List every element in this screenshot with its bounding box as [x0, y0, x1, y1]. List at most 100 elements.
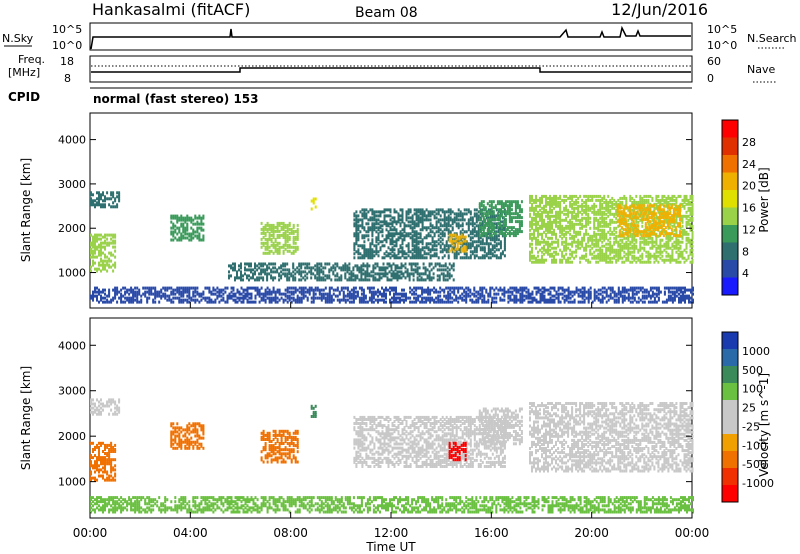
- cell: [359, 224, 362, 228]
- cell: [603, 258, 606, 262]
- cell: [489, 238, 492, 242]
- cell: [447, 246, 450, 250]
- cell: [633, 244, 636, 248]
- cell: [622, 228, 625, 232]
- cell: [485, 240, 488, 244]
- cell: [615, 254, 618, 258]
- cell: [624, 228, 627, 232]
- cell: [258, 288, 261, 292]
- cell: [421, 218, 424, 222]
- cell: [300, 296, 303, 300]
- cell: [150, 288, 153, 292]
- cell: [282, 235, 285, 239]
- cell: [174, 214, 177, 218]
- cell: [679, 260, 682, 264]
- cell: [426, 268, 429, 272]
- cell: [206, 286, 209, 290]
- cell: [286, 233, 289, 237]
- cell: [503, 238, 506, 242]
- cell: [502, 220, 505, 224]
- cell: [655, 248, 658, 252]
- cell: [539, 224, 541, 228]
- cell: [401, 248, 404, 252]
- cell: [445, 244, 448, 248]
- cell: [689, 244, 692, 248]
- cell: [94, 288, 96, 292]
- cell: [280, 264, 283, 268]
- cell: [675, 238, 678, 242]
- cell: [636, 230, 639, 234]
- cell: [242, 290, 245, 294]
- cell: [290, 290, 293, 294]
- cell: [573, 208, 576, 212]
- cell: [110, 205, 113, 209]
- cell: [328, 262, 331, 266]
- cell: [232, 294, 235, 298]
- cell: [262, 264, 265, 268]
- cell: [624, 212, 627, 216]
- cell: [646, 226, 649, 230]
- cell: [413, 232, 416, 236]
- cell: [689, 206, 692, 210]
- cell: [563, 244, 566, 248]
- cell: [198, 214, 201, 218]
- cell: [636, 206, 639, 210]
- cell: [449, 218, 452, 222]
- cell: [664, 226, 667, 230]
- cell: [371, 238, 374, 242]
- cell: [403, 236, 406, 240]
- cell: [338, 292, 341, 296]
- cell: [262, 229, 265, 233]
- cell: [499, 256, 502, 260]
- cell: [328, 274, 331, 278]
- cell: [282, 264, 285, 268]
- cell: [633, 234, 636, 238]
- cell: [236, 270, 238, 274]
- cell: [569, 252, 572, 256]
- cell: [416, 276, 419, 280]
- cell: [673, 240, 676, 244]
- cell: [371, 234, 374, 238]
- cell: [644, 234, 647, 238]
- cell: [659, 250, 662, 254]
- cell: [555, 220, 557, 224]
- cell: [685, 258, 688, 262]
- cell: [593, 238, 596, 242]
- cell: [623, 196, 626, 200]
- cell: [483, 242, 486, 246]
- cell: [447, 230, 450, 234]
- cell: [306, 298, 309, 302]
- cell: [254, 272, 256, 276]
- cell: [577, 240, 580, 244]
- cell: [609, 248, 612, 252]
- cell: [559, 226, 562, 230]
- cell: [322, 276, 325, 280]
- cell: [190, 236, 193, 240]
- cell: [455, 252, 458, 256]
- cell: [190, 298, 193, 302]
- cell: [565, 208, 568, 212]
- cell: [611, 250, 614, 254]
- cell: [96, 255, 98, 259]
- cell: [110, 237, 113, 241]
- cell: [496, 212, 499, 216]
- cell: [547, 220, 549, 224]
- cell: [516, 216, 519, 220]
- cell: [373, 250, 376, 254]
- cell: [531, 194, 533, 198]
- cell: [611, 206, 614, 210]
- cell: [490, 202, 493, 206]
- cell: [352, 298, 355, 302]
- cell: [439, 240, 442, 244]
- cell: [655, 240, 658, 244]
- cell: [371, 212, 374, 216]
- cell: [176, 218, 179, 222]
- cell: [387, 224, 390, 228]
- cell: [254, 278, 256, 282]
- cell: [419, 300, 422, 304]
- cell: [304, 286, 307, 290]
- cell: [503, 246, 506, 250]
- cell: [418, 266, 421, 270]
- cell: [428, 264, 431, 268]
- cell: [108, 288, 111, 292]
